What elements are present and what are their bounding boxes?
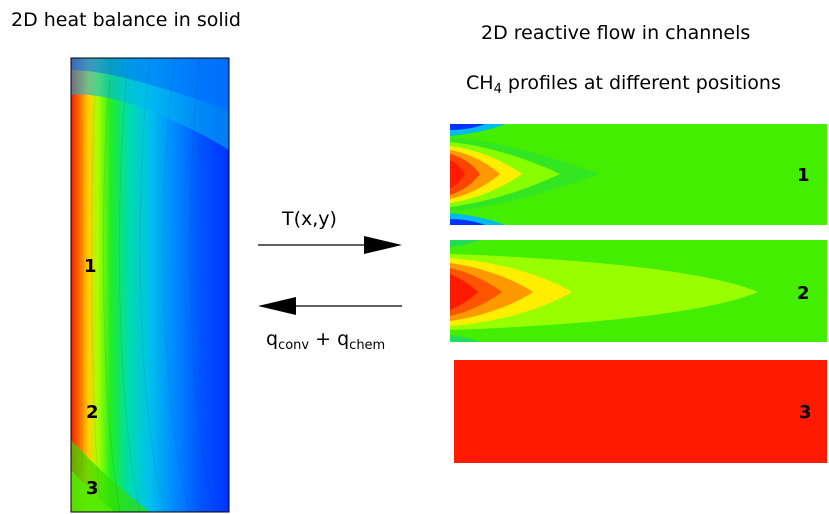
channel-3-background (454, 360, 827, 463)
q-chem-subscript: chem (349, 338, 386, 353)
channel-1-profile: 1 (450, 124, 827, 225)
q-conv-subscript: conv (278, 338, 310, 353)
ch4-profiles-subtitle: CH4 profiles at different positions (466, 72, 781, 97)
channel-2-bottom-wall (450, 335, 480, 342)
channel-1-redorange-band (450, 154, 480, 195)
solid-bottom-lime-region (71, 470, 115, 512)
subtitle-suffix: profiles at different positions (501, 72, 781, 94)
channel-1-top-wall-blue (450, 124, 485, 130)
heat-flux-label: qconv + qchem (266, 328, 385, 353)
channel-2-profile: 2 (450, 240, 827, 342)
plus-sign: + (309, 328, 338, 350)
solid-top-blue-region (71, 58, 229, 110)
solid-top-cool-region (71, 58, 229, 150)
channel-2-top-wall (450, 240, 480, 247)
channel-1-bottom-wall-blue (450, 219, 485, 225)
channel-1-hot-core (450, 160, 465, 189)
solid-position-3: 3 (86, 478, 99, 499)
q-conv-symbol: q (266, 328, 279, 350)
solid-border (70, 57, 230, 513)
back-arrow (258, 297, 402, 315)
reactive-flow-title: 2D reactive flow in channels (481, 22, 751, 44)
channel-1-label: 1 (797, 165, 810, 186)
q-chem-symbol: q (337, 328, 350, 350)
solid-position-2: 2 (86, 402, 99, 423)
temperature-field-label: T(x,y) (282, 208, 337, 230)
channel-2-hot-core (450, 274, 478, 310)
channel-2-label: 2 (797, 283, 810, 304)
solid-contour-lines (81, 58, 216, 512)
solid-position-1: 1 (84, 256, 97, 277)
solid-heat-balance-title: 2D heat balance in solid (11, 9, 241, 31)
channel-3-label: 3 (799, 402, 812, 423)
subtitle-subscript: 4 (493, 82, 502, 97)
forward-arrow (258, 236, 402, 254)
channel-3-profile: 3 (454, 360, 827, 463)
subtitle-prefix: CH (466, 72, 494, 94)
solid-temperature-field (71, 58, 229, 512)
